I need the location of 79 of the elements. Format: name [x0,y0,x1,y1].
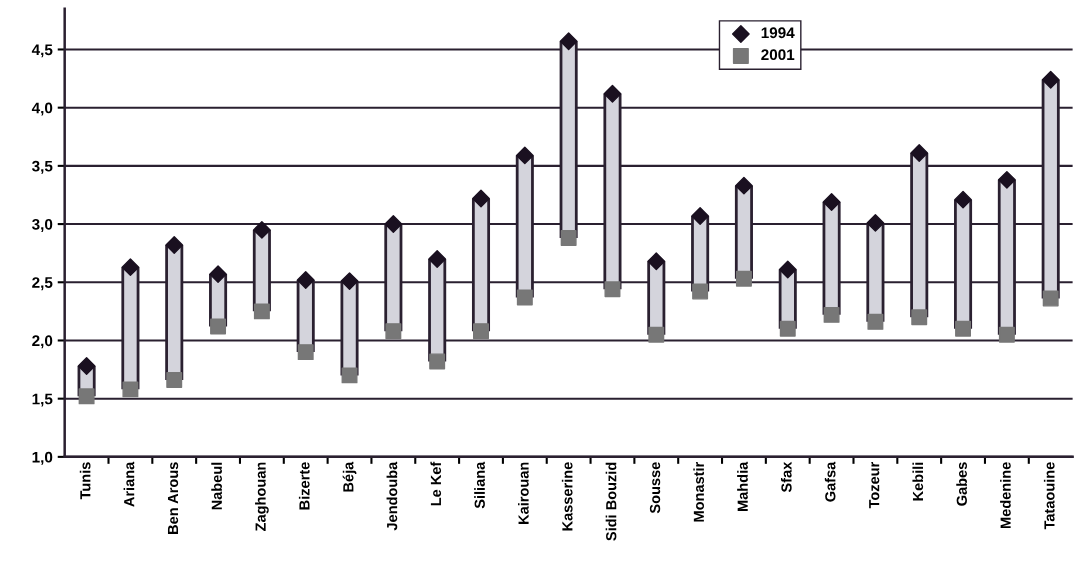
x-tick-label: Kairouan [518,462,529,524]
point [735,176,753,195]
point [911,309,928,326]
point [735,270,752,287]
y-tick-label: 3,0 [31,218,53,232]
point [384,215,403,233]
point [997,170,1016,189]
point [296,271,315,289]
point [867,313,884,330]
x-tick-label: Sousse [649,462,661,514]
point [910,144,929,162]
x-tick-label: Mahdia [737,461,748,511]
point [954,190,972,209]
x-tick-label: Siliana [474,461,485,509]
y-tick-label: 1,5 [32,393,53,407]
y-tick-label: 4,5 [31,44,53,58]
point [779,320,796,337]
legend-label: 2001 [761,49,795,61]
x-tick-label: Ben Arous [167,462,179,534]
x-tick-label: Gabes [956,462,967,506]
point [998,326,1015,343]
point [648,326,665,343]
point [166,372,183,389]
point [210,318,227,335]
point [428,250,447,268]
point [385,323,402,340]
point [122,381,139,398]
point [252,220,271,239]
point [77,357,96,375]
point [955,320,972,337]
point [603,84,622,103]
legend-label: 1994 [761,27,795,39]
point [1041,70,1060,89]
y-tick-label: 1,0 [32,451,53,465]
point [516,289,533,306]
x-tick-label: Tozeur [869,461,880,509]
y-tick-label: 4,0 [31,102,53,116]
x-tick-label: Ariana [123,461,135,507]
x-tick-label: Jendouba [386,461,398,531]
x-tick-label: Sfax [780,461,792,493]
point [692,283,709,300]
point [1042,290,1059,307]
point [429,353,446,370]
y-tick-label: 2,5 [32,277,53,291]
point [78,388,95,405]
point [297,344,314,361]
point [691,207,710,225]
x-tick-label: Tunis [79,462,91,500]
x-tick-label: Kebili [912,462,924,501]
x-tick-label: Béja [342,461,357,492]
x-tick-label: Nabeul [211,462,222,510]
x-tick-label: Bizerte [298,462,310,510]
point [822,193,841,211]
point [823,306,840,323]
x-tick-label: Le Kef [430,461,442,506]
point [560,230,577,247]
x-tick-label: Monastir [693,461,705,522]
point [472,189,490,208]
point [165,236,184,254]
x-tick-label: Sidi Bouzid [605,462,617,541]
point [647,252,666,271]
x-tick-label: Zaghouan [255,462,269,531]
point [340,272,359,291]
point [473,323,489,340]
point [253,303,270,320]
x-tick-label: Medenine [1000,462,1011,529]
x-tick-label: Tataouine [1043,462,1055,530]
point [866,213,885,232]
x-tick-label: Kasserine [561,462,573,531]
y-tick-label: 3,5 [31,160,53,174]
point [209,265,227,284]
point [604,281,621,298]
point [121,258,140,277]
point [559,32,578,51]
point [341,367,358,384]
y-tick-label: 2,0 [32,335,53,349]
point [778,260,797,279]
point [515,146,534,165]
x-tick-label: Gafsa [824,461,836,502]
